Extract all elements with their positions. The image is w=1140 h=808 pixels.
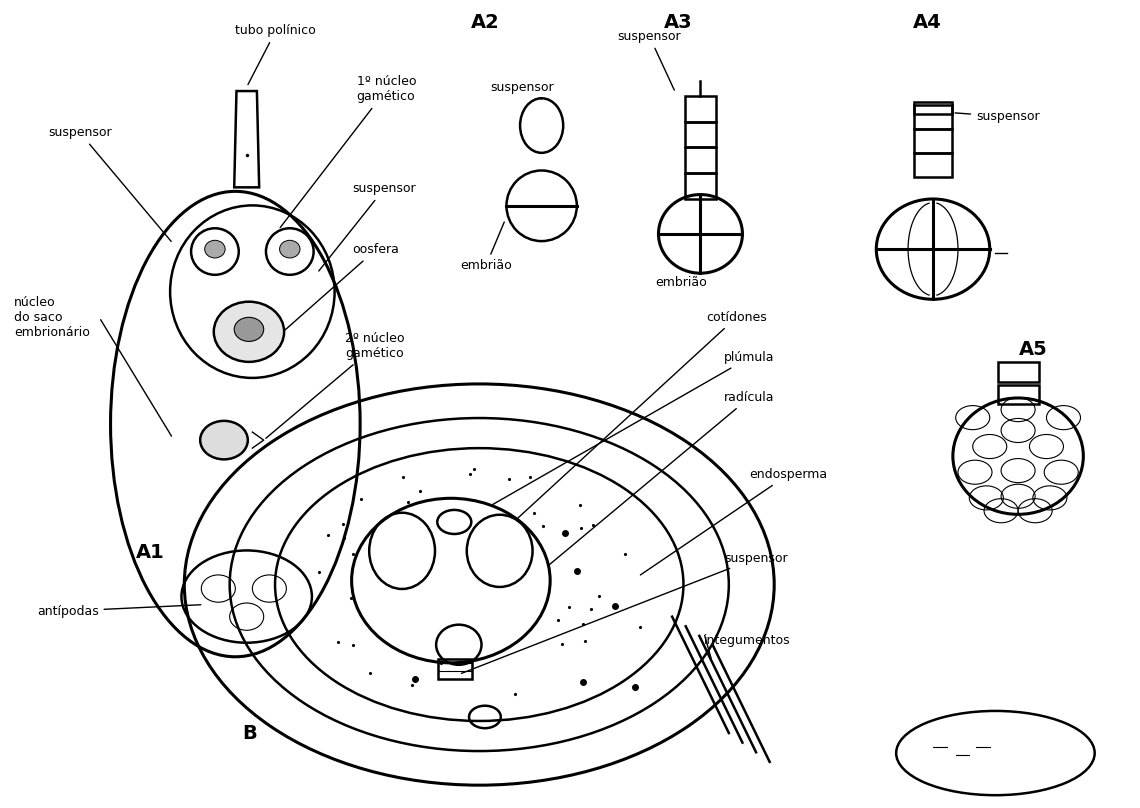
Text: A3: A3 bbox=[663, 14, 692, 32]
Text: suspensor: suspensor bbox=[319, 183, 416, 271]
Text: A4: A4 bbox=[913, 14, 942, 32]
Text: B: B bbox=[243, 723, 258, 743]
Ellipse shape bbox=[275, 448, 684, 721]
Ellipse shape bbox=[201, 421, 247, 460]
Bar bbox=[685, 173, 716, 199]
Text: oosfera: oosfera bbox=[285, 243, 399, 330]
Bar bbox=[914, 153, 952, 177]
Bar bbox=[439, 663, 472, 671]
Text: embrião: embrião bbox=[656, 276, 707, 288]
Text: 2º núcleo
gamético: 2º núcleo gamético bbox=[266, 332, 405, 438]
Text: radícula: radícula bbox=[470, 391, 775, 631]
Text: suspensor: suspensor bbox=[955, 110, 1040, 124]
Ellipse shape bbox=[234, 318, 263, 342]
Ellipse shape bbox=[205, 240, 225, 258]
Text: núcleo
do saco
embrionário: núcleo do saco embrionário bbox=[14, 296, 90, 339]
Text: suspensor: suspensor bbox=[618, 30, 682, 90]
Bar bbox=[914, 128, 952, 153]
Ellipse shape bbox=[279, 240, 300, 258]
Bar bbox=[914, 103, 952, 114]
Text: suspensor: suspensor bbox=[48, 126, 171, 242]
Text: suspensor: suspensor bbox=[462, 552, 788, 673]
Text: cotídones: cotídones bbox=[513, 311, 767, 523]
Text: A5: A5 bbox=[1018, 340, 1048, 359]
Ellipse shape bbox=[185, 384, 774, 785]
Bar bbox=[685, 96, 716, 121]
Bar bbox=[914, 105, 952, 128]
Text: tubo polínico: tubo polínico bbox=[235, 24, 316, 85]
Bar bbox=[998, 362, 1039, 381]
Text: suspensor: suspensor bbox=[490, 81, 554, 99]
Bar bbox=[439, 659, 472, 680]
Text: antípodas: antípodas bbox=[36, 604, 201, 617]
Text: embrião: embrião bbox=[459, 222, 512, 272]
Text: A1: A1 bbox=[136, 543, 164, 562]
Text: 1º núcleo
gamético: 1º núcleo gamético bbox=[280, 75, 416, 228]
Text: endosperma: endosperma bbox=[641, 468, 828, 575]
Bar bbox=[685, 121, 716, 147]
Text: integumentos: integumentos bbox=[703, 634, 790, 647]
Bar bbox=[998, 385, 1039, 404]
Text: plúmula: plúmula bbox=[465, 351, 775, 520]
Ellipse shape bbox=[229, 418, 728, 751]
Ellipse shape bbox=[351, 499, 551, 663]
Text: A2: A2 bbox=[471, 14, 499, 32]
Ellipse shape bbox=[214, 301, 284, 362]
Bar bbox=[685, 147, 716, 173]
